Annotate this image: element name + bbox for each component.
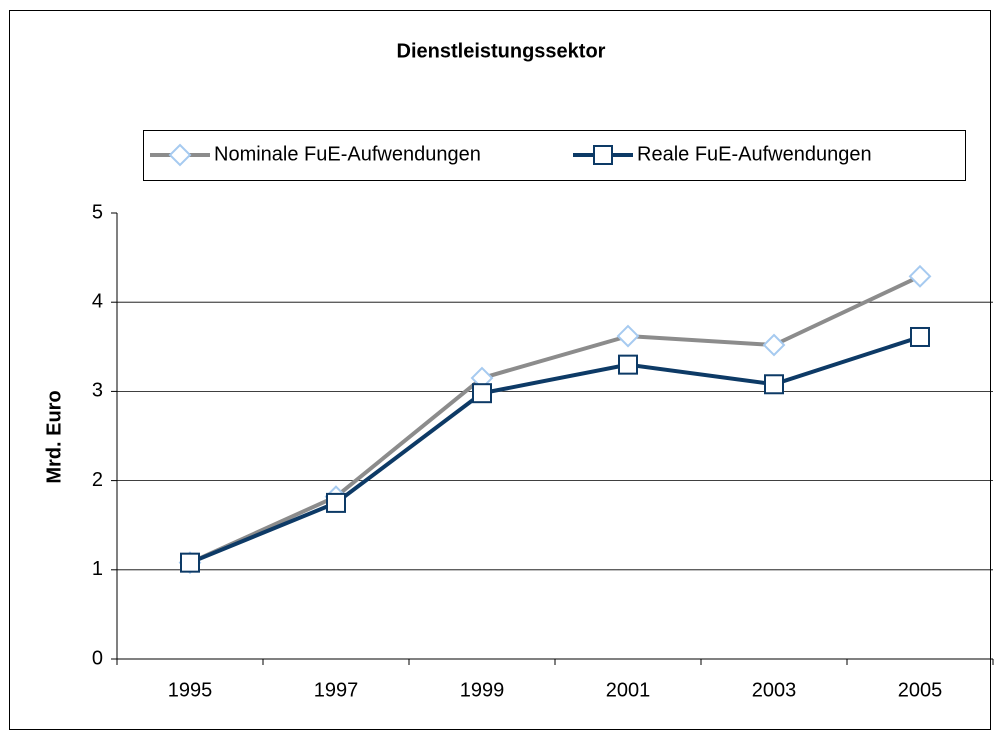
x-tick-label: 1997 [314, 679, 359, 701]
legend-box [143, 130, 966, 181]
chart-title: Dienstleistungssektor [397, 40, 606, 62]
chart-frame [9, 10, 991, 730]
y-tick-label: 5 [92, 201, 103, 223]
series-line [189, 274, 921, 565]
legend-label: Reale FuE-Aufwendungen [637, 143, 872, 165]
x-tick-label: 2005 [898, 679, 943, 701]
legend-marker [168, 143, 192, 167]
series-line [189, 335, 921, 565]
data-point [616, 324, 640, 348]
data-point [618, 354, 638, 375]
legend-label: Nominale FuE-Aufwendungen [214, 143, 481, 165]
y-tick-label: 2 [92, 469, 103, 491]
y-tick-label: 4 [92, 290, 103, 312]
y-axis-label: Mrd. Euro [43, 390, 65, 483]
x-tick-label: 2001 [606, 679, 651, 701]
data-point [326, 492, 346, 513]
legend-marker [593, 145, 613, 165]
x-tick-label: 1995 [168, 679, 213, 701]
data-point [180, 552, 200, 573]
y-tick-label: 0 [92, 647, 103, 669]
x-tick-label: 2003 [752, 679, 797, 701]
data-point [764, 374, 784, 395]
data-point [762, 333, 786, 357]
y-tick-label: 3 [92, 380, 103, 402]
data-point [908, 264, 932, 288]
data-point [910, 326, 930, 347]
y-tick-label: 1 [92, 558, 103, 580]
data-point [472, 383, 492, 404]
x-tick-label: 1999 [460, 679, 505, 701]
